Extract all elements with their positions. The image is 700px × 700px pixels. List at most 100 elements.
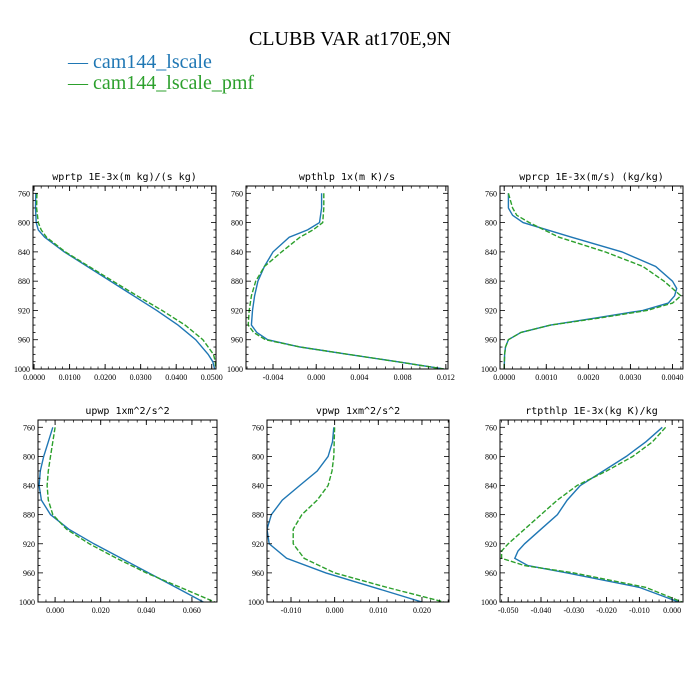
plot-frame: [499, 185, 684, 370]
legend-entry-lscale: — cam144_lscale: [68, 51, 212, 74]
y-tick-label: 960: [18, 336, 30, 345]
x-tick-label: 0.0400: [165, 373, 187, 382]
x-tick-label: 0.0000: [493, 373, 515, 382]
y-tick-label: 1000: [481, 365, 497, 374]
y-tick-label: 920: [485, 306, 497, 315]
panel-title: wprcp 1E-3x(m/s) (kg/kg): [519, 172, 664, 183]
x-tick-label: 0.040: [137, 606, 155, 615]
y-tick-label: 840: [18, 248, 30, 257]
x-tick-label: 0.0000: [23, 373, 45, 382]
x-tick-label: 0.0100: [59, 373, 81, 382]
x-tick-label: 0.004: [350, 373, 368, 382]
x-tick-label: 0.0020: [577, 373, 599, 382]
y-tick-label: 800: [485, 219, 497, 228]
series-line-2: [500, 426, 683, 602]
chart-panel-4: upwp 1xm^2/s^2 760 800 840 880 920 960 1000 0.00…: [19, 406, 218, 615]
y-tick-label: 880: [23, 511, 35, 520]
x-tick-label: -0.010: [629, 606, 650, 615]
x-tick-label: 0.000: [307, 373, 325, 382]
y-tick-label: 800: [231, 219, 243, 228]
x-tick-label: -0.040: [531, 606, 552, 615]
y-tick-label: 920: [23, 540, 35, 549]
y-tick-label: 800: [23, 452, 35, 461]
y-tick-label: 840: [231, 248, 243, 257]
y-tick-label: 800: [252, 452, 264, 461]
y-tick-label: 880: [18, 277, 30, 286]
series-line-2: [247, 193, 444, 369]
y-tick-label: 920: [231, 306, 243, 315]
series-line-1: [513, 426, 679, 602]
y-tick-label: 960: [231, 336, 243, 345]
y-tick-label: 840: [485, 482, 497, 491]
y-tick-label: 760: [23, 423, 35, 432]
y-tick-label: 840: [485, 248, 497, 257]
panel-title: wpthlp 1x(m K)/s: [299, 172, 395, 183]
plot-frame: [32, 185, 217, 370]
plot-frame: [266, 419, 450, 603]
y-tick-label: 1000: [481, 598, 497, 607]
panel-title: vpwp 1xm^2/s^2: [316, 406, 400, 417]
y-tick-label: 1000: [227, 365, 243, 374]
y-tick-label: 880: [485, 511, 497, 520]
x-tick-label: 0.0500: [201, 373, 223, 382]
legend-label: cam144_lscale_pmf: [93, 72, 255, 94]
y-tick-label: 960: [485, 336, 497, 345]
plot-frame: [245, 185, 449, 370]
plot-frame: [499, 419, 684, 603]
y-tick-label: 760: [252, 423, 264, 432]
y-tick-label: 920: [252, 540, 264, 549]
series-line-2: [35, 193, 216, 369]
legend-label: cam144_lscale: [93, 51, 212, 73]
x-tick-label: 0.0010: [535, 373, 557, 382]
y-tick-label: 1000: [19, 598, 35, 607]
y-tick-label: 840: [23, 482, 35, 491]
chart-panel-2: wpthlp 1x(m K)/s 760 800 840 880 920 960 1000 -0…: [227, 172, 455, 382]
x-tick-label: 0.020: [413, 606, 431, 615]
x-tick-label: -0.020: [596, 606, 617, 615]
legend-entry-lscale-pmf: — cam144_lscale_pmf: [68, 72, 254, 95]
series-line-2: [503, 193, 682, 369]
x-tick-label: -0.004: [263, 373, 284, 382]
y-tick-label: 960: [252, 569, 264, 578]
x-tick-label: 0.012: [437, 373, 455, 382]
page-title: CLUBB VAR at170E,9N: [248, 28, 452, 50]
x-tick-label: 0.0200: [94, 373, 116, 382]
series-line-1: [38, 427, 204, 602]
x-tick-label: 0.0040: [661, 373, 683, 382]
y-tick-label: 1000: [14, 365, 30, 374]
y-tick-label: 760: [485, 189, 497, 198]
x-tick-label: 0.008: [394, 373, 412, 382]
y-tick-label: 920: [485, 540, 497, 549]
chart-panel-5: vpwp 1xm^2/s^2 760 800 840 880 920 960 1000 -0.0…: [248, 406, 450, 615]
y-tick-label: 760: [485, 423, 497, 432]
y-tick-label: 880: [252, 511, 264, 520]
x-tick-label: -0.050: [498, 606, 519, 615]
chart-panel-3: wprcp 1E-3x(m/s) (kg/kg) 760 800 840 880 920 9…: [481, 172, 684, 382]
y-tick-label: 880: [485, 277, 497, 286]
legend-line-icon: —: [68, 51, 88, 73]
plot-frame: [37, 419, 218, 603]
y-tick-label: 960: [485, 569, 497, 578]
x-tick-label: 0.060: [183, 606, 201, 615]
x-tick-label: 0.0300: [130, 373, 152, 382]
y-tick-label: 760: [18, 189, 30, 198]
series-line-2: [46, 427, 215, 602]
chart-panel-1: wprtp 1E-3x(m kg)/(s kg) 760 800 840 880 920 9…: [14, 172, 223, 382]
x-tick-label: 0.000: [46, 606, 64, 615]
x-tick-label: 0.020: [92, 606, 110, 615]
y-tick-label: 760: [231, 189, 243, 198]
panel-title: wprtp 1E-3x(m kg)/(s kg): [52, 172, 197, 183]
x-tick-label: 0.0030: [619, 373, 641, 382]
series-line-1: [34, 193, 216, 369]
chart-panel-6: rtpthlp 1E-3x(kg K)/kg 760 800 840 880 920 960…: [481, 406, 684, 615]
x-tick-label: 0.000: [326, 606, 344, 615]
y-tick-label: 960: [23, 569, 35, 578]
x-tick-label: 0.000: [663, 606, 681, 615]
x-tick-label: -0.030: [563, 606, 584, 615]
y-tick-label: 1000: [248, 598, 264, 607]
x-tick-label: 0.010: [369, 606, 387, 615]
y-tick-label: 800: [485, 452, 497, 461]
panel-title: rtpthlp 1E-3x(kg K)/kg: [525, 406, 657, 417]
legend-line-icon: —: [68, 72, 88, 94]
